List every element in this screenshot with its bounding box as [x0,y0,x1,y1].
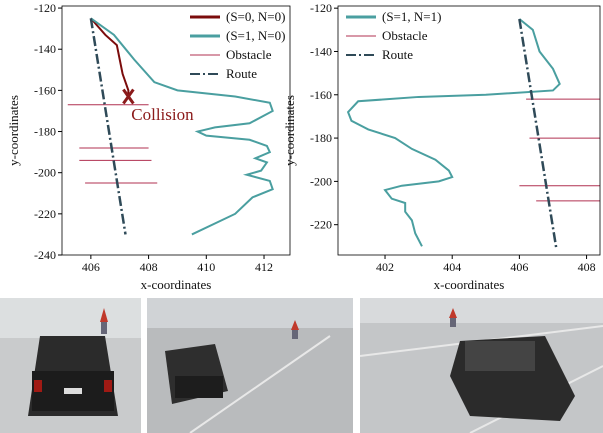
photo [147,298,353,433]
x-axis-label: x-coordinates [434,277,505,292]
y-tick-label: -220 [310,218,332,232]
legend-label: (S=0, N=0) [226,9,285,24]
x-tick-label: 402 [376,260,394,274]
photo [360,298,603,433]
x-tick-label: 406 [82,260,100,274]
photo [0,298,141,433]
plot-frame [62,6,290,255]
legend-label: Route [226,66,257,81]
y-tick-label: -200 [310,174,332,188]
annotation: Collision [131,105,194,124]
y-tick-label: -140 [310,44,332,58]
series-line [91,18,126,234]
y-axis-label: y-coordinates [6,95,21,166]
series-line [519,19,556,249]
y-tick-label: -160 [34,83,56,97]
y-tick-label: -180 [34,125,56,139]
y-tick-label: -240 [34,248,56,262]
y-tick-label: -200 [34,166,56,180]
figure: 406 408 410 412 -240 -220 -200 -180 -160 -140 -120… [0,0,603,433]
y-tick-label: -120 [34,1,56,15]
y-tick-label: -220 [34,207,56,221]
x-tick-label: 412 [255,260,273,274]
series-line [348,19,560,246]
legend-label: Obstacle [226,47,272,62]
x-tick-label: 406 [510,260,528,274]
y-tick-label: -160 [310,88,332,102]
x-axis-label: x-coordinates [141,277,212,292]
x-tick-label: 408 [578,260,596,274]
charts: 406 408 410 412 -240 -220 -200 -180 -160 -140 -120… [0,0,603,296]
y-tick-label: -180 [310,131,332,145]
legend-label: (S=1, N=0) [226,28,285,43]
legend-label: (S=1, N=1) [382,9,441,24]
legend-label: Obstacle [382,28,428,43]
x-tick-label: 410 [197,260,215,274]
y-axis-label: y-coordinates [282,95,297,166]
plot-frame [338,6,600,255]
y-tick-label: -120 [310,1,332,15]
x-tick-label: 404 [443,260,461,274]
y-tick-label: -140 [34,42,56,56]
legend-label: Route [382,47,413,62]
photos [0,296,603,433]
x-tick-label: 408 [140,260,158,274]
